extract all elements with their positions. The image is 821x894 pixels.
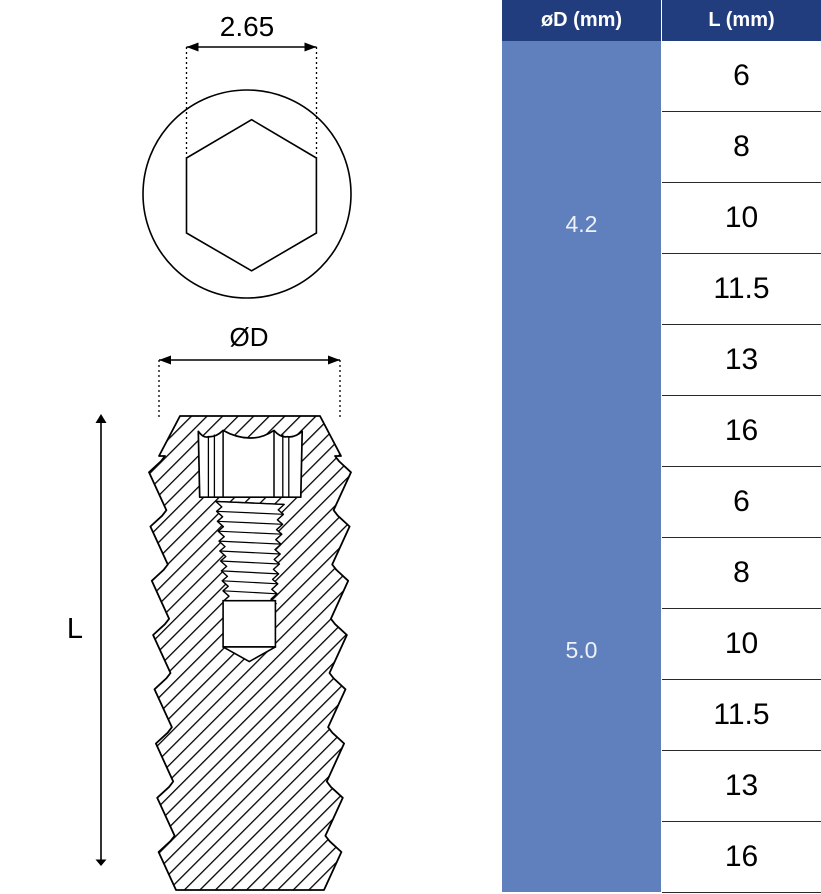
svg-text:ØD: ØD bbox=[230, 322, 269, 352]
svg-text:2.65: 2.65 bbox=[220, 11, 275, 42]
svg-text:L: L bbox=[67, 613, 83, 645]
